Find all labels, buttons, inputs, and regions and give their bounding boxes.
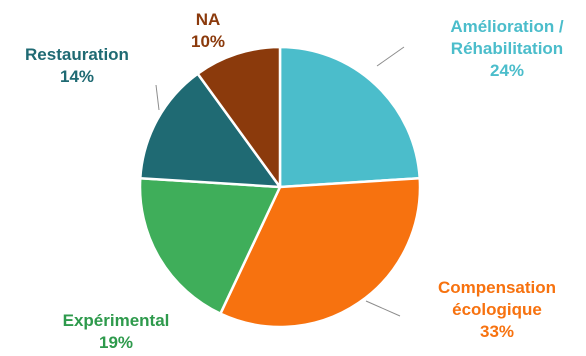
leader-line-3 — [155, 84, 160, 111]
slice-percent-label-2: 19% — [99, 333, 133, 352]
pie-slice-2 — [138, 176, 282, 315]
slice-percent-label-3: 14% — [60, 67, 94, 86]
leader-line-0 — [376, 46, 405, 67]
pie-slice-4 — [196, 45, 282, 189]
pie-slice-1 — [219, 176, 422, 329]
slice-percent-label-0: 24% — [490, 61, 524, 80]
slice-percent-label-4: 10% — [191, 32, 225, 51]
pie-slice-3 — [139, 72, 282, 189]
slice-name-label-0: Réhabilitation — [451, 39, 563, 58]
slice-name-label-1: Compensation — [438, 278, 556, 297]
slice-name-label-4: NA — [196, 10, 221, 29]
slice-percent-label-1: 33% — [480, 322, 514, 341]
slice-name-label-0: Amélioration / — [450, 17, 564, 36]
leader-line-1 — [365, 300, 401, 317]
slice-name-label-1: écologique — [452, 300, 542, 319]
pie-slice-0 — [278, 45, 421, 189]
slice-name-label-2: Expérimental — [63, 311, 170, 330]
slice-name-label-3: Restauration — [25, 45, 129, 64]
